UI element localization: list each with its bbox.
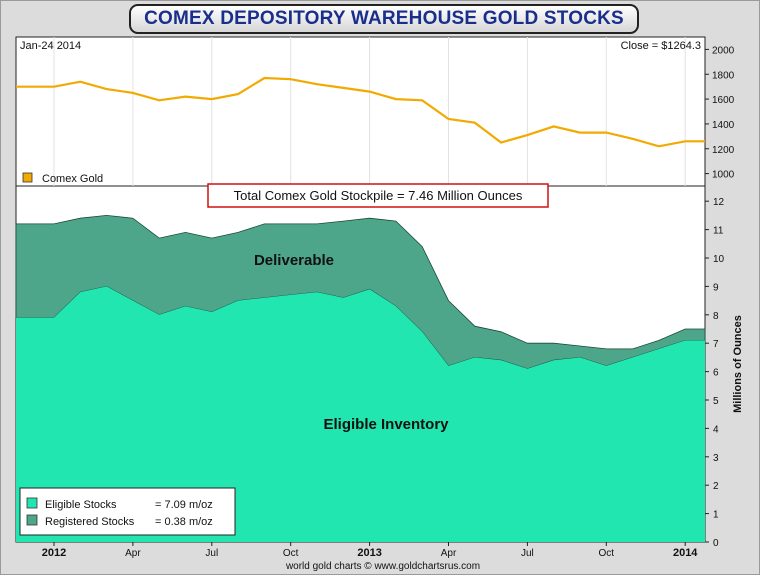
x-axis: 2012 Apr Jul Oct 2013 Apr Jul Oct 2014 bbox=[42, 542, 698, 559]
comex-gold-line bbox=[16, 76, 705, 148]
stocks-y-tick-label: 9 bbox=[713, 282, 719, 293]
eligible-stocks-swatch bbox=[26, 497, 38, 509]
eligible-stocks-area bbox=[16, 286, 705, 542]
stocks-y-tick-label: 8 bbox=[713, 311, 719, 322]
chart-title-banner: COMEX DEPOSITORY WAREHOUSE GOLD STOCKS bbox=[129, 4, 639, 34]
stocks-y-tick-label: 5 bbox=[713, 396, 719, 407]
stocks-y-tick-label: 12 bbox=[713, 197, 725, 208]
stocks-y-tick-label: 0 bbox=[713, 538, 719, 549]
stocks-y-tick-label: 4 bbox=[713, 424, 719, 435]
stocks-y-tick-label: 7 bbox=[713, 339, 719, 350]
x-tick-label: Apr bbox=[441, 548, 457, 559]
footer-credit: world gold charts © www.goldchartsrus.co… bbox=[285, 561, 480, 572]
stockpile-text: Total Comex Gold Stockpile = 7.46 Millio… bbox=[234, 188, 523, 203]
eligible-inventory-label: Eligible Inventory bbox=[323, 416, 449, 433]
stocks-y-tick-label: 2 bbox=[713, 481, 719, 492]
x-tick-label: 2013 bbox=[357, 547, 381, 559]
registered-stocks-swatch bbox=[26, 514, 38, 526]
y-axis-title: Millions of Ounces bbox=[732, 315, 744, 413]
eligible-stocks-legend-label: Eligible Stocks bbox=[45, 499, 117, 511]
comex-gold-legend-swatch bbox=[22, 172, 33, 183]
comex-gold-legend-label: Comex Gold bbox=[42, 173, 103, 185]
stocks-y-tick-label: 10 bbox=[713, 254, 725, 265]
gold-y-tick-label: 1800 bbox=[712, 70, 735, 81]
stocks-y-tick-label: 1 bbox=[713, 510, 719, 521]
gold-y-tick-label: 2000 bbox=[712, 45, 735, 56]
stockpile-box bbox=[207, 183, 549, 208]
stocks-y-tick-label: 3 bbox=[713, 453, 719, 464]
chart-title: COMEX DEPOSITORY WAREHOUSE GOLD STOCKS bbox=[144, 8, 624, 29]
date-label: Jan-24 2014 bbox=[20, 40, 81, 52]
gold-y-tick-label: 1200 bbox=[712, 145, 735, 156]
x-tick-label: 2014 bbox=[673, 547, 698, 559]
stocks-legend-box bbox=[19, 487, 236, 536]
stocks-y-tick-label: 11 bbox=[713, 226, 724, 237]
registered-stocks-legend-label: Registered Stocks bbox=[45, 516, 135, 528]
x-tick-label: Jul bbox=[205, 548, 218, 559]
gold-y-tick-label: 1000 bbox=[712, 170, 735, 181]
gold-y-axis: 1000 1200 1400 1600 1800 2000 bbox=[705, 45, 735, 181]
close-label: Close = $1264.3 bbox=[621, 40, 701, 52]
gold-y-tick-label: 1400 bbox=[712, 120, 735, 131]
x-tick-label: Oct bbox=[283, 548, 299, 559]
gold-y-tick-label: 1600 bbox=[712, 95, 735, 106]
gridlines bbox=[53, 37, 686, 186]
deliverable-label: Deliverable bbox=[254, 252, 334, 269]
eligible-stocks-legend-value: = 7.09 m/oz bbox=[155, 499, 213, 511]
x-tick-label: Jul bbox=[521, 548, 534, 559]
stocks-y-tick-label: 6 bbox=[713, 368, 719, 379]
x-tick-label: Oct bbox=[599, 548, 615, 559]
x-tick-label: Apr bbox=[125, 548, 141, 559]
registered-stocks-legend-value: = 0.38 m/oz bbox=[155, 516, 213, 528]
x-tick-label: 2012 bbox=[42, 547, 66, 559]
